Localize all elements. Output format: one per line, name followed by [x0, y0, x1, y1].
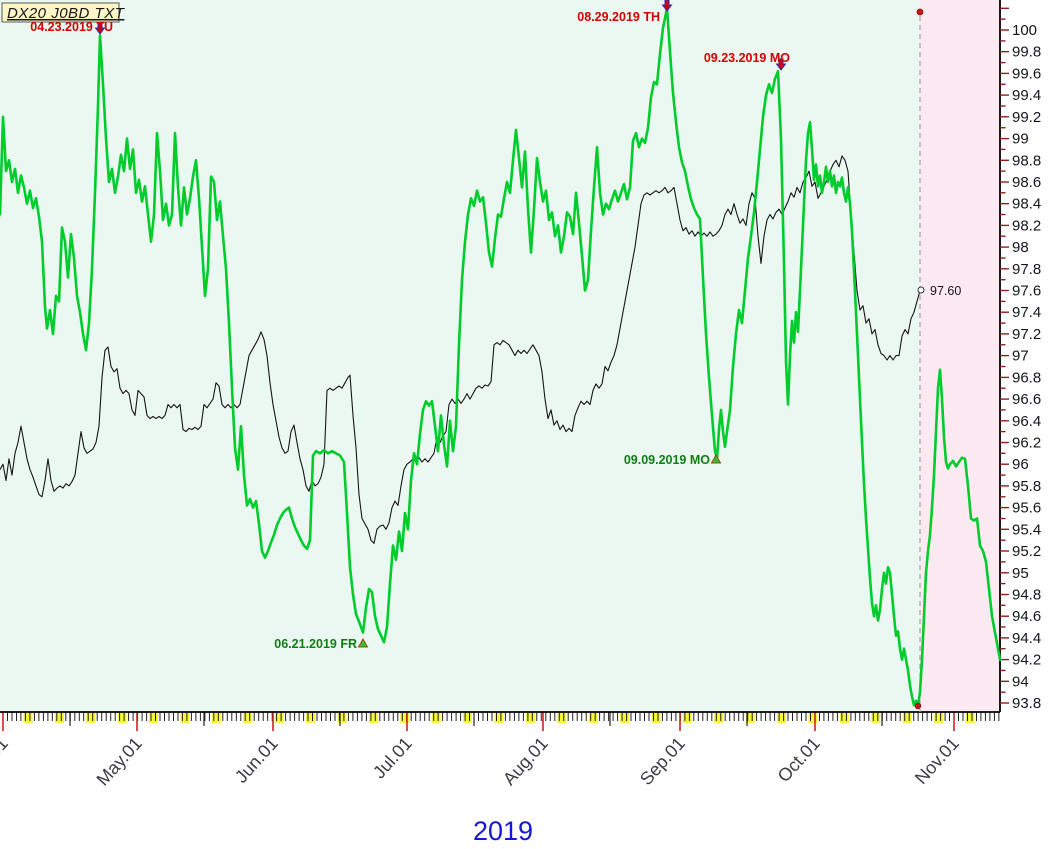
- week-highlight-mark: [337, 713, 347, 723]
- sell-signal-0423-label: 04.23.2019 TU: [30, 20, 113, 34]
- week-highlight-mark: [306, 713, 316, 723]
- sell-signal-0829-label: 08.29.2019 TH: [577, 10, 660, 24]
- symbol-title-box[interactable]: [1, 2, 120, 23]
- sell-signal-0829-arrow-down-icon: [661, 0, 673, 12]
- y-axis-tick-label: 97: [1012, 348, 1029, 365]
- last-price-label-circle-icon: [917, 286, 925, 294]
- week-highlight-mark: [23, 713, 33, 723]
- week-highlight-mark: [839, 713, 849, 723]
- week-highlight-mark: [808, 713, 818, 723]
- y-axis-tick-label: 93.8: [1012, 695, 1041, 712]
- week-highlight-mark: [180, 713, 190, 723]
- week-highlight-mark: [745, 713, 755, 723]
- week-highlight-mark: [682, 713, 692, 723]
- y-axis-tick-label: 96.8: [1012, 369, 1041, 386]
- y-axis-tick-label: 94.4: [1012, 630, 1041, 647]
- y-axis-tick-label: 97.8: [1012, 261, 1041, 278]
- week-highlight-mark: [274, 713, 284, 723]
- week-highlight-mark: [54, 713, 64, 723]
- x-axis-month-label: 01: [0, 733, 12, 761]
- y-axis-tick-label: 99.6: [1012, 65, 1041, 82]
- y-axis-tick-label: 98.4: [1012, 196, 1041, 213]
- week-highlight-mark: [525, 713, 535, 723]
- sell-signal-0923-arrow-down-icon: [775, 58, 787, 71]
- y-axis-tick-label: 95.8: [1012, 478, 1041, 495]
- buy-signal-0621-label: 06.21.2019 FR: [274, 637, 357, 651]
- week-highlight-mark: [902, 713, 912, 723]
- week-highlight-mark: [965, 713, 975, 723]
- y-axis-tick-label: 98: [1012, 239, 1029, 256]
- week-highlight-mark: [86, 713, 96, 723]
- y-axis-tick-label: 99.8: [1012, 44, 1041, 61]
- week-highlight-mark: [243, 713, 253, 723]
- week-highlight-mark: [651, 713, 661, 723]
- y-axis-tick-label: 96: [1012, 456, 1029, 473]
- week-highlight-mark: [494, 713, 504, 723]
- week-highlight-mark: [620, 713, 630, 723]
- y-axis-tick-label: 99.4: [1012, 87, 1041, 104]
- y-axis-tick-label: 96.2: [1012, 435, 1041, 452]
- week-highlight-mark: [117, 713, 127, 723]
- y-axis-tick-label: 97.2: [1012, 326, 1041, 343]
- y-axis-tick-label: 94.8: [1012, 587, 1041, 604]
- series-layer: [0, 7, 1002, 710]
- y-axis-tick-label: 94.6: [1012, 608, 1041, 625]
- week-highlight-mark: [368, 713, 378, 723]
- series-green-line: [0, 7, 1002, 707]
- week-highlight-mark: [211, 713, 221, 723]
- y-axis-tick-label: 100: [1012, 22, 1037, 39]
- y-axis-tick-label: 96.4: [1012, 413, 1041, 430]
- plot-background: [0, 0, 1000, 712]
- last-price-label-label: 97.60: [930, 284, 961, 298]
- week-highlight-mark: [777, 713, 787, 723]
- week-highlight-mark: [400, 713, 410, 723]
- divider-top-dot: [916, 8, 924, 16]
- buy-signal-0621-triangle-up-icon: [357, 637, 369, 648]
- sell-signal-0423-arrow-down-icon: [94, 22, 106, 35]
- week-highlight-mark: [557, 713, 567, 723]
- low-point-dot: [914, 702, 922, 710]
- y-axis-tick-label: 94: [1012, 673, 1029, 690]
- y-axis-tick-label: 95.6: [1012, 500, 1041, 517]
- week-highlight-mark: [714, 713, 724, 723]
- y-axis-tick-label: 97.6: [1012, 283, 1041, 300]
- forecast-region: [920, 0, 1000, 712]
- y-axis-tick-label: 96.6: [1012, 391, 1041, 408]
- buy-signal-0909-label: 09.09.2019 MO: [624, 453, 710, 467]
- y-axis-tick-label: 95: [1012, 565, 1029, 582]
- y-axis-tick-label: 98.2: [1012, 217, 1041, 234]
- y-axis-tick-label: 99: [1012, 131, 1029, 148]
- x-axis-year-label: 2019: [473, 816, 533, 846]
- buy-signal-0909-triangle-up-icon: [710, 453, 722, 464]
- series-black-line: [0, 155, 921, 544]
- week-highlight-mark: [871, 713, 881, 723]
- y-axis-tick-label: 99.2: [1012, 109, 1041, 126]
- week-highlight-mark: [431, 713, 441, 723]
- symbol-title: DX20 J0BD TXT: [7, 5, 126, 22]
- week-highlight-mark: [463, 713, 473, 723]
- week-highlight-mark: [934, 713, 944, 723]
- y-axis-tick-label: 97.4: [1012, 304, 1041, 321]
- y-axis-tick-label: 95.2: [1012, 543, 1041, 560]
- y-axis-tick-label: 98.6: [1012, 174, 1041, 191]
- y-axis-tick-label: 95.4: [1012, 521, 1041, 538]
- sell-signal-0923-label: 09.23.2019 MO: [704, 51, 790, 65]
- y-axis-tick-label: 98.8: [1012, 152, 1041, 169]
- week-highlight-mark: [588, 713, 598, 723]
- y-axis-tick-label: 94.2: [1012, 652, 1041, 669]
- week-highlight-mark: [149, 713, 159, 723]
